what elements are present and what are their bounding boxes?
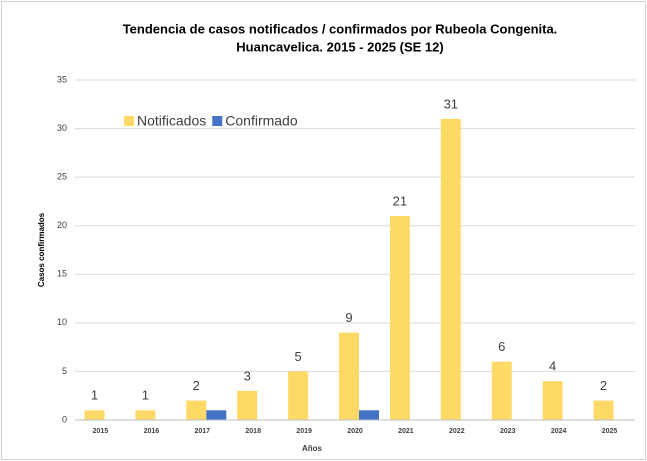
x-tick-label: 2021 (398, 428, 414, 435)
bar (135, 410, 156, 420)
bar (84, 410, 105, 420)
y-tick-label: 35 (57, 74, 67, 84)
bar (206, 410, 227, 420)
chart-title: Tendencia de casos notificados / confirm… (123, 21, 558, 36)
data-label: 5 (294, 349, 301, 364)
data-label: 1 (91, 388, 98, 403)
data-label: 6 (498, 339, 505, 354)
bar (186, 400, 207, 420)
chart-title: Huancavelica. 2015 - 2025 (SE 12) (236, 39, 443, 54)
y-tick-label: 0 (62, 414, 67, 424)
x-tick-label: 2019 (296, 428, 312, 435)
x-tick-label: 2023 (500, 428, 516, 435)
legend-label: Notificados (137, 113, 206, 129)
bar (440, 118, 461, 420)
data-label: 3 (244, 368, 251, 383)
data-label: 9 (345, 310, 352, 325)
x-tick-label: 2018 (245, 428, 261, 435)
data-label: 21 (393, 193, 407, 208)
y-tick-label: 30 (57, 123, 67, 133)
x-tick-label: 2015 (93, 428, 109, 435)
bar (359, 410, 379, 420)
data-label: 31 (444, 96, 458, 111)
legend-swatch (124, 116, 134, 126)
x-tick-label: 2017 (194, 428, 210, 435)
legend-swatch (212, 116, 223, 126)
x-tick-label: 2022 (449, 428, 465, 435)
bar (542, 381, 563, 420)
y-tick-label: 5 (62, 366, 67, 376)
bar (288, 371, 309, 420)
x-tick-label: 2020 (347, 428, 363, 435)
y-tick-label: 20 (57, 220, 67, 230)
data-label: 2 (600, 378, 607, 393)
x-axis-label: Años (302, 444, 323, 453)
bar (339, 332, 359, 420)
bar (237, 390, 258, 420)
bar (491, 361, 512, 420)
x-tick-label: 2025 (602, 428, 618, 435)
y-tick-label: 15 (57, 269, 67, 279)
y-tick-label: 25 (57, 172, 67, 182)
bar (389, 216, 410, 420)
bar (593, 400, 614, 420)
data-label: 1 (142, 388, 149, 403)
data-label: 2 (193, 378, 200, 393)
x-tick-label: 2016 (144, 428, 160, 435)
data-label: 4 (549, 359, 556, 374)
legend-label: Confirmado (225, 113, 298, 129)
x-tick-label: 2024 (551, 428, 567, 435)
y-tick-label: 10 (57, 317, 67, 327)
y-axis-label: Casos confirmados (37, 212, 46, 287)
